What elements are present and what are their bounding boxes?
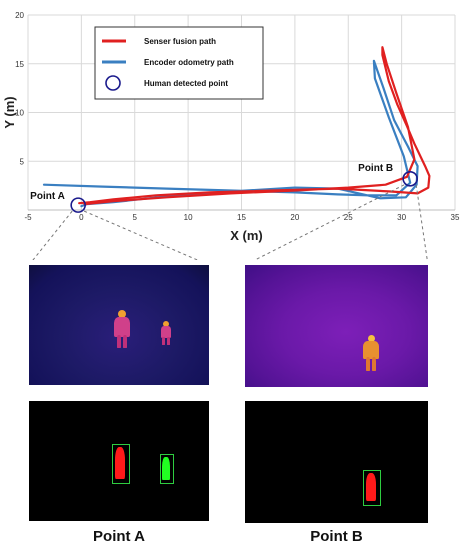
point-a-caption: Point A <box>93 528 145 545</box>
point-b-segmentation-image <box>245 401 428 523</box>
zoom-connector-lines <box>32 184 428 260</box>
y-tick-label: 15 <box>15 60 24 69</box>
thermal-person-3 <box>363 335 379 371</box>
chart-axes: 5 10 15 20 -5 0 5 10 15 20 25 30 35 <box>15 11 460 222</box>
legend-item-human-detected-swatch <box>105 75 121 91</box>
x-tick-label: 0 <box>79 213 84 222</box>
zoom-line-b-right <box>415 184 428 260</box>
x-tick-label: 5 <box>133 213 138 222</box>
legend-item-human-detected-label: Human detected point <box>144 79 228 88</box>
chart-legend: Senser fusion path Encoder odometry path H… <box>94 26 264 100</box>
thermal-person-1 <box>114 310 130 348</box>
x-tick-label: 10 <box>184 213 193 222</box>
person-2-bounding-box <box>160 454 174 484</box>
person-1-bounding-box <box>112 444 130 484</box>
person-2-mask <box>162 457 170 480</box>
point-b-caption: Point B <box>310 528 363 545</box>
detected-point-markers: Point A Point B <box>30 163 418 213</box>
y-tick-label: 20 <box>15 11 24 20</box>
x-axis-label: X (m) <box>230 228 263 243</box>
legend-item-sensor-fusion-label: Senser fusion path <box>144 37 216 46</box>
point-a-segmentation-image <box>29 401 209 521</box>
point-a-thermal-image <box>29 265 209 385</box>
x-tick-label: 35 <box>451 213 460 222</box>
person-3-mask <box>366 473 376 501</box>
detected-point-circle <box>70 197 86 213</box>
detected-point-label: Point B <box>358 163 393 174</box>
y-axis-label: Y (m) <box>2 96 17 128</box>
sensor-fusion-path-line <box>78 46 431 206</box>
thermal-person-2 <box>161 321 171 345</box>
legend-item-encoder-odometry-label: Encoder odometry path <box>144 58 234 67</box>
detected-point-circle <box>402 171 418 187</box>
detected-point-label: Point A <box>30 191 65 202</box>
trajectory-chart: 5 10 15 20 -5 0 5 10 15 20 25 30 35 Point A Point B S… <box>2 11 460 260</box>
person-3-bounding-box <box>363 470 381 506</box>
y-tick-label: 5 <box>20 157 25 166</box>
person-1-mask <box>115 447 125 479</box>
x-tick-label: 20 <box>290 213 299 222</box>
point-b-thermal-image <box>245 265 428 387</box>
x-tick-label: 30 <box>397 213 406 222</box>
zoom-line-a-right <box>83 210 199 260</box>
y-tick-label: 10 <box>15 109 24 118</box>
x-tick-label: 25 <box>344 213 353 222</box>
x-tick-label: -5 <box>24 213 32 222</box>
chart-series <box>42 46 431 208</box>
x-tick-label: 15 <box>237 213 246 222</box>
zoom-line-a-left <box>32 210 73 260</box>
